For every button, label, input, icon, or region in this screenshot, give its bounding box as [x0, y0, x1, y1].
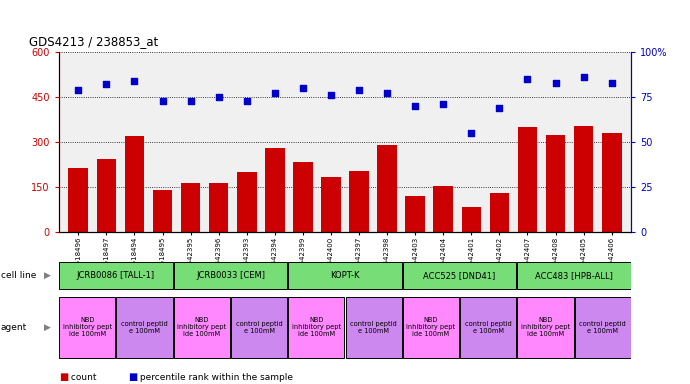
- Point: [550, 79, 561, 86]
- Bar: [181, 183, 200, 232]
- Text: ▶: ▶: [43, 271, 50, 280]
- Bar: [518, 262, 631, 290]
- Bar: [518, 127, 538, 232]
- Bar: [59, 297, 115, 358]
- Point: [466, 130, 477, 136]
- Point: [241, 98, 253, 104]
- Point: [353, 87, 364, 93]
- Point: [382, 90, 393, 96]
- Text: NBD
inhibitory pept
ide 100mM: NBD inhibitory pept ide 100mM: [406, 317, 455, 338]
- Bar: [68, 168, 88, 232]
- Text: GDS4213 / 238853_at: GDS4213 / 238853_at: [28, 35, 158, 48]
- Text: control peptid
e 100mM: control peptid e 100mM: [121, 321, 168, 334]
- Bar: [546, 134, 565, 232]
- Bar: [460, 297, 516, 358]
- Text: KOPT-K: KOPT-K: [331, 271, 359, 280]
- Text: ■: ■: [128, 372, 137, 382]
- Bar: [405, 196, 425, 232]
- Text: ACC525 [DND41]: ACC525 [DND41]: [424, 271, 495, 280]
- Point: [578, 74, 589, 80]
- Text: control peptid
e 100mM: control peptid e 100mM: [580, 321, 626, 334]
- Bar: [575, 297, 631, 358]
- Bar: [574, 126, 593, 232]
- Point: [157, 98, 168, 104]
- Bar: [231, 297, 287, 358]
- Bar: [117, 297, 172, 358]
- Text: control peptid
e 100mM: control peptid e 100mM: [236, 321, 282, 334]
- Bar: [433, 186, 453, 232]
- Bar: [403, 262, 516, 290]
- Point: [297, 85, 308, 91]
- Point: [522, 76, 533, 82]
- Bar: [518, 297, 573, 358]
- Point: [410, 103, 421, 109]
- Text: NBD
inhibitory pept
ide 100mM: NBD inhibitory pept ide 100mM: [63, 317, 112, 338]
- Point: [269, 90, 280, 96]
- Point: [437, 101, 448, 107]
- Text: ■: ■: [59, 372, 68, 382]
- Text: ACC483 [HPB-ALL]: ACC483 [HPB-ALL]: [535, 271, 613, 280]
- Bar: [265, 148, 285, 232]
- Bar: [125, 136, 144, 232]
- Bar: [602, 133, 622, 232]
- Text: control peptid
e 100mM: control peptid e 100mM: [465, 321, 511, 334]
- Text: cell line: cell line: [1, 271, 36, 280]
- Bar: [288, 297, 344, 358]
- Bar: [152, 190, 172, 232]
- Point: [185, 98, 196, 104]
- Bar: [237, 172, 257, 232]
- Text: count: count: [68, 373, 96, 382]
- Point: [607, 79, 618, 86]
- Text: control peptid
e 100mM: control peptid e 100mM: [351, 321, 397, 334]
- Bar: [288, 262, 402, 290]
- Text: NBD
inhibitory pept
ide 100mM: NBD inhibitory pept ide 100mM: [521, 317, 570, 338]
- Point: [129, 78, 140, 84]
- Point: [101, 81, 112, 88]
- Bar: [321, 177, 341, 232]
- Bar: [59, 262, 172, 290]
- Point: [72, 87, 83, 93]
- Bar: [97, 159, 116, 232]
- Bar: [462, 207, 481, 232]
- Bar: [490, 193, 509, 232]
- Bar: [349, 170, 369, 232]
- Bar: [403, 297, 459, 358]
- Text: JCRB0033 [CEM]: JCRB0033 [CEM]: [196, 271, 265, 280]
- Bar: [174, 297, 230, 358]
- Text: JCRB0086 [TALL-1]: JCRB0086 [TALL-1]: [77, 271, 155, 280]
- Point: [494, 105, 505, 111]
- Bar: [209, 183, 228, 232]
- Point: [326, 92, 337, 98]
- Bar: [377, 145, 397, 232]
- Bar: [174, 262, 287, 290]
- Text: agent: agent: [1, 323, 27, 332]
- Text: NBD
inhibitory pept
ide 100mM: NBD inhibitory pept ide 100mM: [292, 317, 341, 338]
- Text: NBD
inhibitory pept
ide 100mM: NBD inhibitory pept ide 100mM: [177, 317, 226, 338]
- Bar: [346, 297, 402, 358]
- Text: ▶: ▶: [43, 323, 50, 332]
- Bar: [293, 162, 313, 232]
- Text: percentile rank within the sample: percentile rank within the sample: [137, 373, 293, 382]
- Point: [213, 94, 224, 100]
